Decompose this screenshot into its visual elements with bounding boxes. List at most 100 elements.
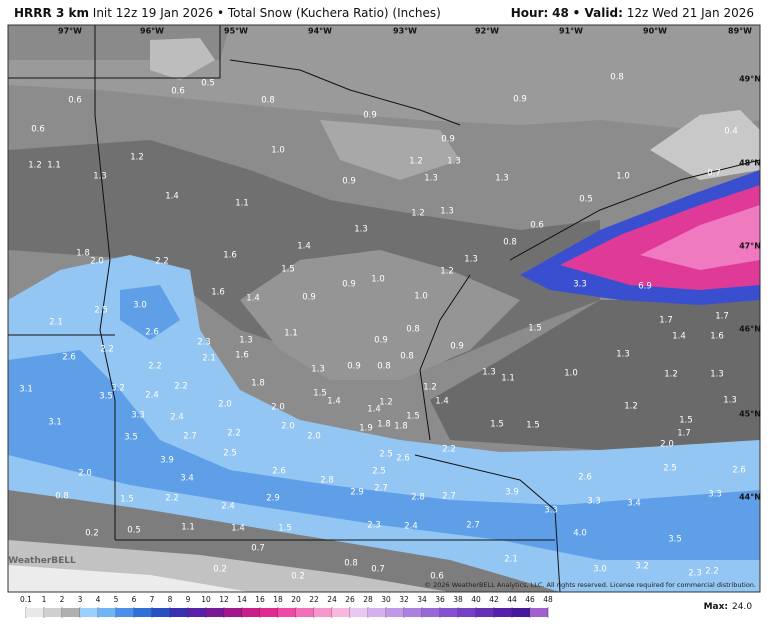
colorbar-swatch [98,608,116,617]
header-left: HRRR 3 km Init 12z 19 Jan 2026 • Total S… [14,6,441,20]
snow-amount: 1.2 [440,267,454,277]
snow-amount: 2.1 [202,354,216,364]
snow-amount: 1.0 [564,369,578,379]
colorbar-label: 8 [168,595,173,604]
snow-amount: 0.9 [374,336,388,346]
boundary [8,25,760,261]
snow-amount: 1.1 [501,374,515,384]
snow-amount: 2.7 [183,432,197,442]
longitude-label: 94°W [308,27,332,36]
snow-amount: 0.8 [55,492,69,502]
snow-amount: 3.2 [635,562,649,572]
colorbar-label: 24 [327,595,337,604]
colorbar-label: 48 [543,595,553,604]
snow-amount: 2.7 [466,521,480,531]
snow-amount: 2.2 [227,429,241,439]
snow-amount: 1.3 [354,225,368,235]
snow-amount: 1.4 [246,294,260,304]
snow-band [8,350,760,560]
colorbar-label: 3 [78,595,83,604]
snow-amount: 2.9 [266,494,280,504]
longitude-label: 89°W [728,27,752,36]
snow-amount: 1.3 [495,174,509,184]
colorbar-label: 38 [453,595,463,604]
snow-amount: 0.2 [213,565,227,575]
snow-amount: 1.3 [464,255,478,265]
snow-amount: 0.9 [302,293,316,303]
snow-amount: 1.7 [677,429,691,439]
colorbar-label: 14 [237,595,247,604]
snow-amount: 1.1 [181,523,195,533]
snow-amount: 0.8 [610,73,624,83]
snow-amount: 1.1 [235,199,249,209]
snow-amount: 1.5 [528,324,542,334]
snow-amount: 2.5 [372,467,386,477]
map-field [8,25,760,592]
snow-amount: 1.5 [406,412,420,422]
shade [650,110,760,180]
snow-amount: 1.4 [367,405,381,415]
snow-amount: 2.8 [411,493,425,503]
colorbar-label: 46 [525,595,535,604]
colorbar-label: 4 [96,595,101,604]
snow-amount: 2.6 [396,454,410,464]
snow-amount: 2.4 [170,413,184,423]
snow-amount: 0.8 [344,559,358,569]
snow-amount: 0.4 [724,127,738,137]
snow-amount: 2.0 [660,440,674,450]
colorbar-swatch [350,608,368,617]
longitude-label: 97°W [58,27,82,36]
snow-amount: 3.1 [19,385,33,395]
snow-amount: 0.8 [406,325,420,335]
snow-amount: 2.6 [145,328,159,338]
colorbar-label: 32 [399,595,409,604]
colorbar-swatch [404,608,422,617]
snow-amount: 1.4 [327,397,341,407]
snow-amount: 0.7 [251,544,265,554]
longitude-label: 91°W [559,27,583,36]
snow-amount: 4.0 [573,529,587,539]
colorbar-swatch [80,608,98,617]
colorbar-swatch [422,608,440,617]
latitude-label: 46°N [739,325,761,334]
colorbar-swatch [278,608,296,617]
snow-amount: 1.6 [710,332,724,342]
snow-amount: 2.6 [272,467,286,477]
colorbar-label: 16 [255,595,265,604]
colorbar-label: 44 [507,595,517,604]
snow-amount: 2.1 [49,318,63,328]
shade [240,250,520,380]
snow-amount: 2.3 [367,521,381,531]
snow-amount: 1.8 [76,249,90,259]
colorbar-swatch [440,608,458,617]
colorbar-swatch [260,608,278,617]
snow-amount: 1.6 [235,351,249,361]
snow-amount: 1.0 [371,275,385,285]
snow-amount: 0.5 [579,195,593,205]
colorbar-swatch [332,608,350,617]
snow-amount: 2.2 [705,567,719,577]
snow-amount: 3.5 [668,535,682,545]
snow-amount: 1.2 [130,153,144,163]
colorbar-swatch [152,608,170,617]
snow-amount: 2.6 [732,466,746,476]
snow-amount: 1.3 [723,396,737,406]
snow-amount: 1.3 [93,172,107,182]
snow-amount: 1.2 [423,383,437,393]
colorbar-swatch [314,608,332,617]
snow-amount: 1.8 [394,422,408,432]
snow-amount: 2.1 [504,555,518,565]
snow-amount: 1.3 [447,157,461,167]
snow-amount: 0.8 [503,238,517,248]
shade [150,38,215,80]
snow-amount: 1.4 [297,242,311,252]
latitude-label: 49°N [739,75,761,84]
snow-amount: 0.6 [430,572,444,582]
longitude-label: 96°W [140,27,164,36]
snow-amount: 2.2 [148,362,162,372]
snow-amount: 3.5 [124,433,138,443]
snow-amount: 2.5 [94,306,108,316]
snow-amount: 1.3 [616,350,630,360]
latitude-label: 48°N [739,159,761,168]
longitude-label: 95°W [224,27,248,36]
